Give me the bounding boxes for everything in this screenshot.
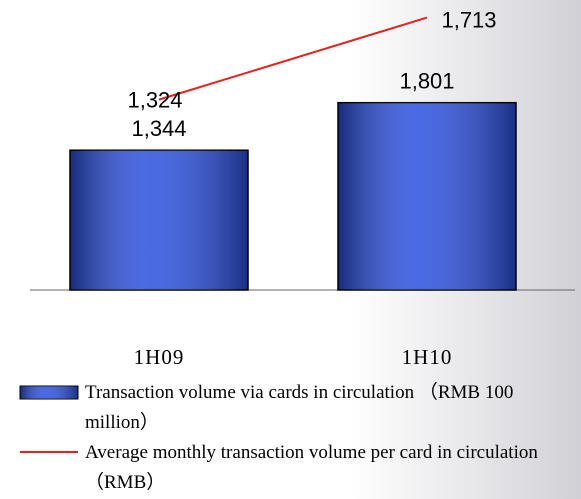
x-tick-label: 1H09: [134, 345, 185, 369]
legend-swatch-shade: [20, 386, 78, 399]
legend-label: Average monthly transaction volume per c…: [85, 438, 555, 498]
data-label: 1,713: [441, 8, 496, 33]
legend-label: Transaction volume via cards in circulat…: [85, 378, 555, 438]
data-label: 1,324: [127, 88, 182, 113]
bar-shade: [70, 150, 248, 290]
page: 1H09 1H10 1,344 1,801 1,324 1,713 Transaction…: [0, 0, 581, 499]
data-label: 1,344: [131, 116, 186, 141]
data-label: 1,801: [399, 69, 454, 94]
x-tick-label: 1H10: [402, 345, 453, 369]
bar-shade: [338, 103, 516, 290]
